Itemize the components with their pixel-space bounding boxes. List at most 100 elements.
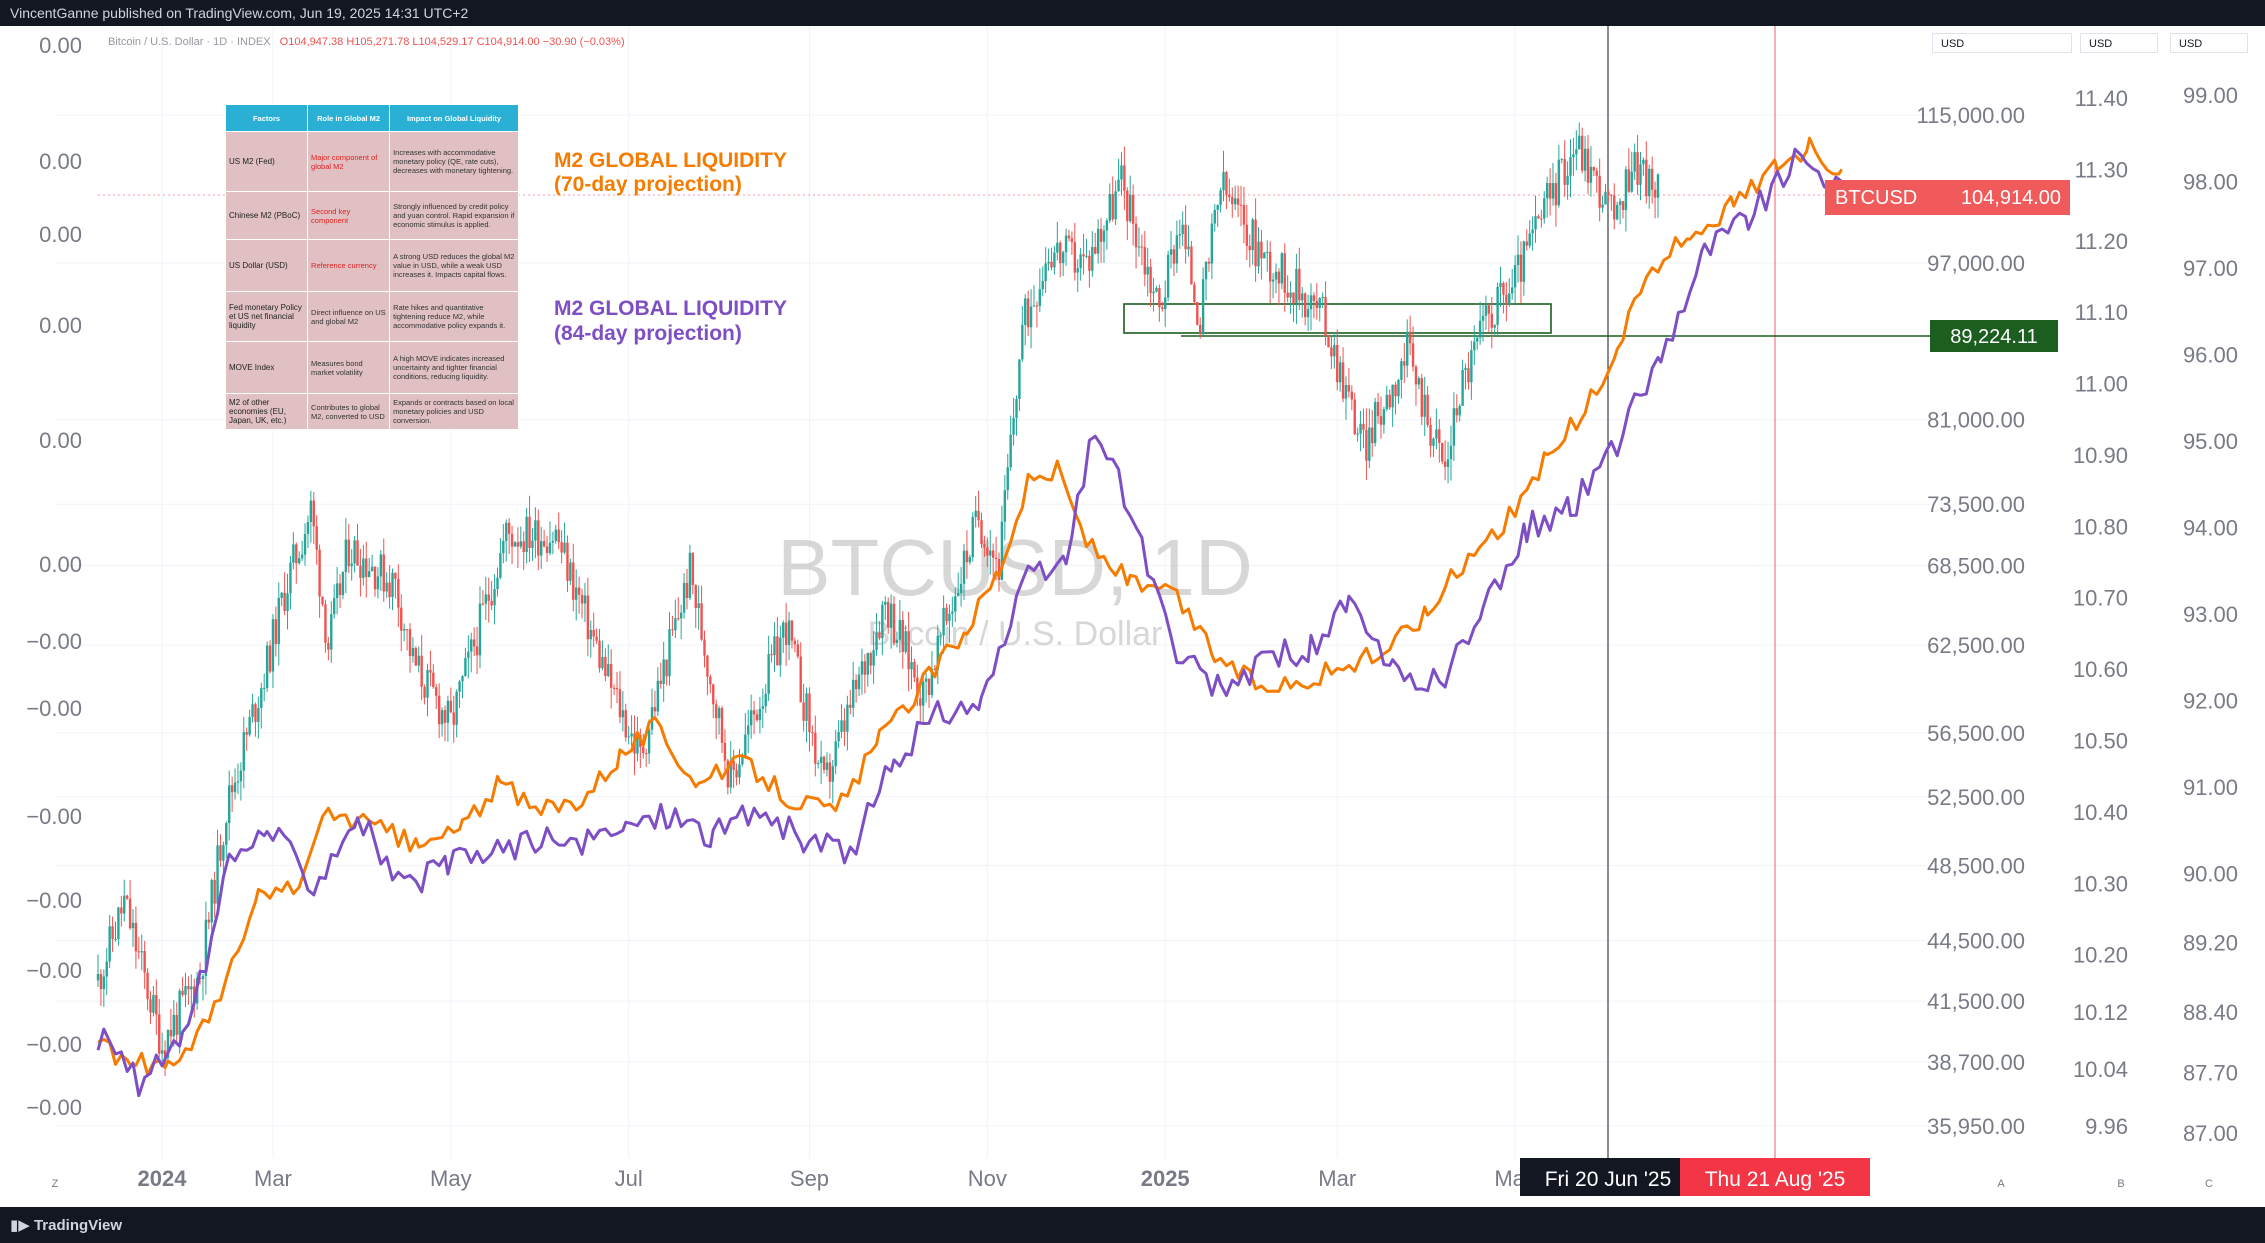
candle-body <box>1123 165 1126 191</box>
candle-body <box>1094 246 1097 254</box>
candle-body <box>327 642 330 650</box>
candle-body <box>160 1050 164 1054</box>
candle-body <box>1216 204 1219 210</box>
candle-body <box>1047 261 1050 264</box>
left-tick-label: −0.00 <box>26 1032 82 1057</box>
candle-body <box>1510 287 1514 294</box>
candle-body <box>458 681 461 692</box>
candle-body <box>1260 241 1263 259</box>
last-price-symbol: BTCUSD <box>1835 187 1917 209</box>
candle-body <box>790 620 794 641</box>
candle-body <box>685 582 689 598</box>
table-cell-impact: Rate hikes and quantitative tightening r… <box>389 291 519 342</box>
candle-body <box>1554 183 1558 206</box>
candle-body <box>440 710 444 725</box>
candle-body <box>1379 416 1383 425</box>
candle-body <box>563 542 566 553</box>
candle-body <box>1245 224 1249 246</box>
m2-70day-axis[interactable]: 11.40 11.30 11.20 11.10 11.00 10.90 10.80 10.70… <box>2073 86 2128 1139</box>
candle-body <box>1592 166 1596 171</box>
candle-body <box>1219 190 1222 205</box>
candle-body <box>1411 343 1415 367</box>
candle-body <box>537 520 540 556</box>
price-tick-label: 73,500.00 <box>1927 492 2025 517</box>
m2-70day-axis-currency[interactable]: USD <box>2080 33 2158 53</box>
candle-body <box>1309 295 1313 310</box>
candle-body <box>236 781 240 783</box>
annotation-m2-84-line2: (84-day projection) <box>554 322 742 345</box>
tradingview-logo[interactable]: ▮▶ TradingView <box>10 1216 122 1234</box>
candle-body <box>201 976 205 980</box>
candle-body <box>1598 175 1601 208</box>
candle-body <box>1414 366 1418 385</box>
candle-body <box>379 554 383 577</box>
scale-letter-b[interactable]: B <box>2117 1178 2124 1190</box>
last-price-value: 104,914.00 <box>1961 187 2061 209</box>
left-tick-label: −0.00 <box>26 696 82 721</box>
candle-body <box>446 700 450 723</box>
table-cell-role: Contributes to global M2, converted to U… <box>307 393 391 430</box>
candle-body <box>1636 152 1639 185</box>
candle-body <box>991 550 995 558</box>
candle-body <box>1499 283 1502 287</box>
candle-body <box>408 629 412 657</box>
table-cell-role: Second key component <box>307 191 391 240</box>
m2-70day-tick-label: 10.60 <box>2073 657 2128 682</box>
m2-84day-axis[interactable]: 99.00 98.00 97.00 96.00 95.00 94.00 93.00 92.00… <box>2183 83 2238 1146</box>
candle-body <box>1487 305 1491 314</box>
left-tick-label: 0.00 <box>39 149 82 174</box>
candle-body <box>706 655 709 677</box>
candle-body <box>895 639 899 643</box>
candle-body <box>1589 166 1593 183</box>
price-chart[interactable]: BTCUSD, 1D Bitcoin / U.S. Dollar M2 GLOB… <box>0 26 2265 1207</box>
candle-body <box>432 672 435 688</box>
price-axis[interactable]: 115,000.00 97,000.00 81,000.00 73,500.00 68,… <box>1917 103 2025 1139</box>
candle-body <box>1009 434 1012 468</box>
candle-body <box>190 986 193 990</box>
candle-body <box>1164 297 1167 309</box>
price-axis-currency[interactable]: USD <box>1932 33 2072 53</box>
scale-letter-c[interactable]: C <box>2205 1178 2213 1190</box>
x-tick-label: May <box>430 1166 472 1191</box>
candle-body <box>245 732 248 735</box>
candle-body <box>1528 233 1531 246</box>
candle-body <box>814 732 817 764</box>
candle-body <box>373 566 377 590</box>
m2-84day-axis-currency[interactable]: USD <box>2170 33 2248 53</box>
candle-body <box>583 595 587 604</box>
candle-body <box>825 762 829 770</box>
candle-body <box>779 637 782 666</box>
candle-body <box>1543 198 1546 219</box>
candle-body <box>1024 298 1027 325</box>
candle-body <box>1496 286 1499 325</box>
table-row: Fed monetary Policy et US net financial … <box>224 291 519 342</box>
price-tick-label: 81,000.00 <box>1927 408 2025 433</box>
candle-body <box>907 631 910 670</box>
left-axis[interactable]: 0.00 0.00 0.00 0.00 0.00 0.00 −0.00 −0.00 −0.00 −… <box>26 33 82 1120</box>
candle-body <box>700 603 703 640</box>
candle-body <box>1085 255 1088 257</box>
candle-body <box>1336 344 1339 383</box>
candle-body <box>1277 271 1281 284</box>
candle-body <box>1312 295 1316 301</box>
candle-body <box>726 760 730 788</box>
candle-body <box>866 653 869 675</box>
candle-body <box>1338 362 1342 383</box>
scale-letter-a[interactable]: A <box>1997 1178 2005 1190</box>
time-axis[interactable]: 2024 Mar May Jul Sep Nov 2025 Mar May <box>138 1166 1536 1191</box>
candle-body <box>1391 384 1394 408</box>
candle-body <box>930 668 934 695</box>
table-cell-impact: A high MOVE indicates increased uncertai… <box>389 341 519 394</box>
candle-body <box>367 571 371 577</box>
candle-body <box>1557 159 1561 206</box>
candle-body <box>954 596 957 612</box>
candle-body <box>557 529 560 543</box>
candle-body <box>102 976 106 990</box>
watermark-name: Bitcoin / U.S. Dollar <box>868 615 1163 653</box>
scale-letter-z[interactable]: Z <box>52 1178 59 1190</box>
m2-84day-tick-label: 91.00 <box>2183 775 2238 800</box>
table-header-role: Role in Global M2 <box>307 104 391 132</box>
candle-body <box>350 563 353 567</box>
candle-body <box>510 533 514 547</box>
candle-body <box>540 541 543 556</box>
